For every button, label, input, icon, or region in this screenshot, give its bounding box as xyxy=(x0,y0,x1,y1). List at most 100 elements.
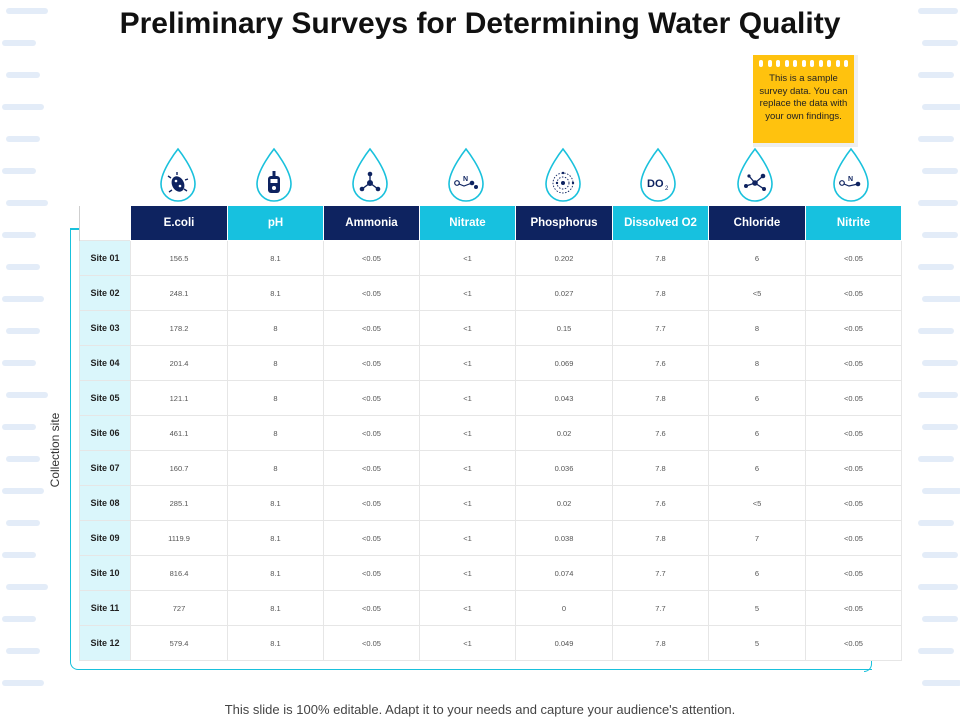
table-cell: <0.05 xyxy=(323,450,420,486)
table-cell: <1 xyxy=(419,555,516,591)
table-cell: 8.1 xyxy=(227,555,324,591)
table-row: Site 08 285.1 8.1 <0.05 <1 0.02 7.6 <5 <0.05 xyxy=(79,485,902,521)
phosphorus-atom-icon xyxy=(542,146,584,204)
table-cell: <0.05 xyxy=(805,240,902,276)
edge-dash xyxy=(922,232,958,238)
edge-dash xyxy=(2,360,36,366)
table-cell: 7.6 xyxy=(612,485,709,521)
table-cell: <1 xyxy=(419,345,516,381)
table-cell: 8 xyxy=(708,345,806,381)
table-cell: 8 xyxy=(227,415,324,451)
table-cell: 0.069 xyxy=(515,345,613,381)
edge-dash xyxy=(918,328,954,334)
site-label: Site 11 xyxy=(79,590,131,626)
edge-dash xyxy=(918,648,954,654)
table-cell: 7.7 xyxy=(612,310,709,346)
edge-dash xyxy=(918,200,958,206)
table-cell: 0.049 xyxy=(515,625,613,661)
edge-dash xyxy=(6,8,48,14)
edge-dash xyxy=(2,488,44,494)
table-cell: <0.05 xyxy=(323,485,420,521)
parameter-icon-row: N DO 2 N xyxy=(130,146,901,204)
footer-caption: This slide is 100% editable. Adapt it to… xyxy=(224,702,736,717)
edge-dash xyxy=(2,40,36,46)
table-cell: 6 xyxy=(708,415,806,451)
table-cell: 0.043 xyxy=(515,380,613,416)
table-cell: 461.1 xyxy=(130,415,228,451)
column-header: E.coli xyxy=(130,205,228,241)
edge-dash xyxy=(922,488,960,494)
site-label: Site 02 xyxy=(79,275,131,311)
table-cell: 0.074 xyxy=(515,555,613,591)
table-cell: <1 xyxy=(419,275,516,311)
table-cell: 8 xyxy=(227,345,324,381)
table-cell: 6 xyxy=(708,240,806,276)
table-cell: <0.05 xyxy=(323,240,420,276)
table-cell: 7.8 xyxy=(612,240,709,276)
table-cell: 6 xyxy=(708,450,806,486)
table-header-row: E.coli pH Ammonia Nitrate Phosphorus Dissolve… xyxy=(79,205,902,241)
edge-dash xyxy=(2,296,44,302)
edge-dash xyxy=(918,456,954,462)
table-cell: 7.8 xyxy=(612,625,709,661)
table-cell: 0.02 xyxy=(515,485,613,521)
table-cell: <0.05 xyxy=(805,590,902,626)
table-cell: 160.7 xyxy=(130,450,228,486)
chloride-molecule-icon xyxy=(734,146,776,204)
table-cell: <5 xyxy=(708,275,806,311)
collection-site-label: Collection site xyxy=(48,412,62,488)
table-cell: <5 xyxy=(708,485,806,521)
table-cell: <0.05 xyxy=(805,485,902,521)
table-cell: 178.2 xyxy=(130,310,228,346)
table-cell: <1 xyxy=(419,625,516,661)
column-header: Phosphorus xyxy=(515,205,613,241)
table-cell: <0.05 xyxy=(805,275,902,311)
site-label: Site 09 xyxy=(79,520,131,556)
edge-dash xyxy=(6,72,40,78)
table-cell: <1 xyxy=(419,450,516,486)
table-cell: 8.1 xyxy=(227,275,324,311)
table-row: Site 05 121.1 8 <0.05 <1 0.043 7.8 6 <0.05 xyxy=(79,380,902,416)
edge-dash xyxy=(922,680,960,686)
table-row: Site 07 160.7 8 <0.05 <1 0.036 7.8 6 <0.05 xyxy=(79,450,902,486)
site-label: Site 08 xyxy=(79,485,131,521)
table-cell: 7.6 xyxy=(612,345,709,381)
edge-dash xyxy=(918,72,954,78)
table-cell: <1 xyxy=(419,485,516,521)
table-row: Site 02 248.1 8.1 <0.05 <1 0.027 7.8 <5 <0.05 xyxy=(79,275,902,311)
table-cell: 8.1 xyxy=(227,625,324,661)
edge-dash xyxy=(918,8,958,14)
molecule-icon xyxy=(349,146,391,204)
table-row: Site 06 461.1 8 <0.05 <1 0.02 7.6 6 <0.05 xyxy=(79,415,902,451)
table-cell: 0.027 xyxy=(515,275,613,311)
do-icon-text: DO xyxy=(647,178,664,190)
table-cell: <1 xyxy=(419,415,516,451)
edge-dash xyxy=(6,328,40,334)
table-cell: <0.05 xyxy=(323,310,420,346)
table-cell: 248.1 xyxy=(130,275,228,311)
table-cell: <1 xyxy=(419,240,516,276)
table-cell: 121.1 xyxy=(130,380,228,416)
edge-dash xyxy=(6,136,40,142)
table-cell: <1 xyxy=(419,380,516,416)
table-cell: 0.02 xyxy=(515,415,613,451)
edge-dash xyxy=(918,520,954,526)
svg-text:N: N xyxy=(848,176,853,183)
table-cell: <1 xyxy=(419,520,516,556)
table-cell: 285.1 xyxy=(130,485,228,521)
bracket-end-tick xyxy=(864,660,872,672)
table-cell: 8 xyxy=(708,310,806,346)
table-cell: <0.05 xyxy=(805,415,902,451)
column-header: Dissolved O2 xyxy=(612,205,709,241)
edge-dash xyxy=(922,424,958,430)
edge-dash xyxy=(6,200,48,206)
edge-dash xyxy=(6,584,48,590)
table-cell: <0.05 xyxy=(323,380,420,416)
table-cell: 8 xyxy=(227,450,324,486)
table-cell: 8 xyxy=(227,310,324,346)
edge-dash xyxy=(918,136,954,142)
table-cell: 156.5 xyxy=(130,240,228,276)
ph-meter-icon xyxy=(253,146,295,204)
table-cell: <0.05 xyxy=(323,590,420,626)
table-cell: 6 xyxy=(708,380,806,416)
